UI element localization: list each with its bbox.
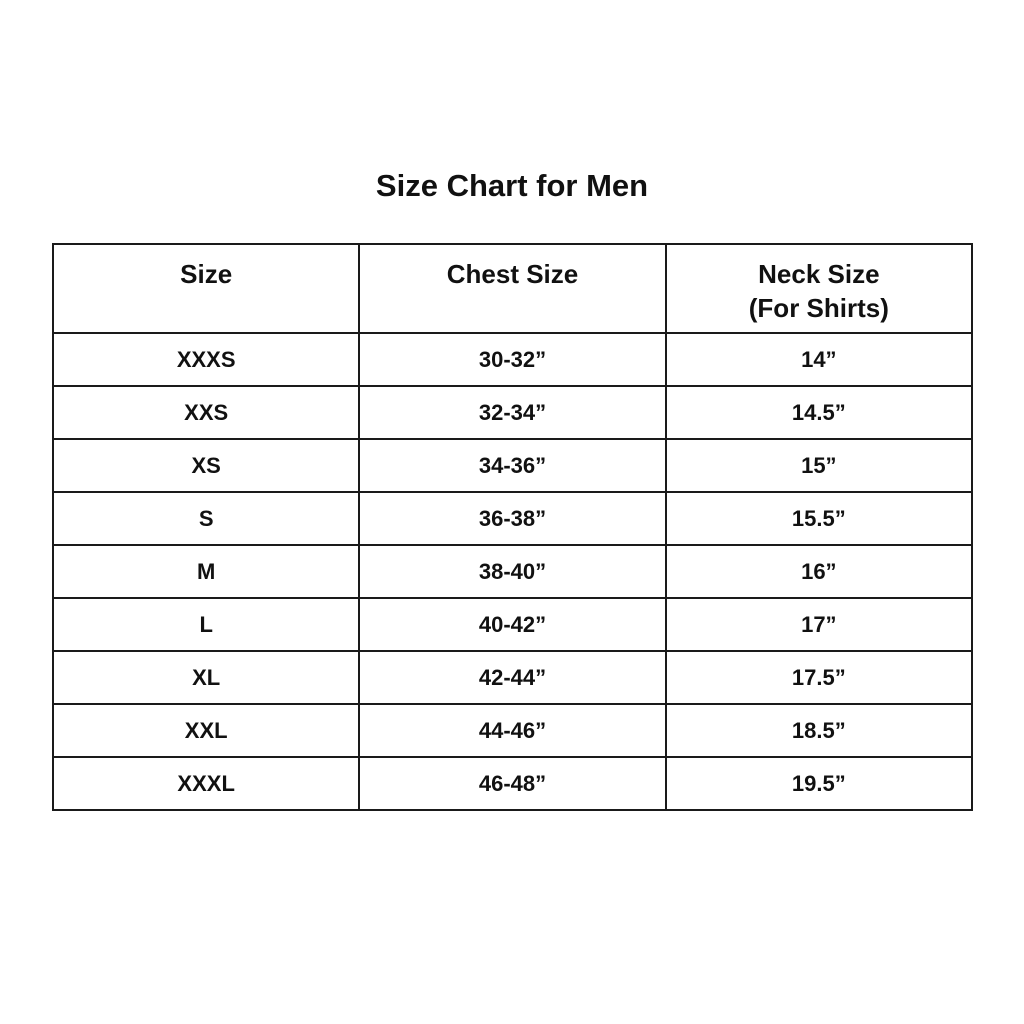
- size-cell: XS: [51, 438, 361, 493]
- header-label: Neck Size: [758, 259, 880, 289]
- header-neck-size: Neck Size (For Shirts): [664, 243, 974, 334]
- neck-size-cell: 17.5”: [664, 650, 974, 705]
- neck-size-cell: 19.5”: [664, 756, 974, 811]
- table-row: XXXS 30-32” 14”: [51, 332, 974, 387]
- header-label: Chest Size: [446, 259, 579, 289]
- neck-size-cell: 14”: [664, 332, 974, 387]
- header-chest-size: Chest Size: [358, 243, 667, 334]
- neck-size-cell: 14.5”: [664, 385, 974, 440]
- page-title: Size Chart for Men: [375, 168, 649, 203]
- neck-size-cell: 18.5”: [664, 703, 974, 758]
- chest-size-cell: 38-40”: [358, 544, 667, 599]
- chest-size-cell: 40-42”: [358, 597, 667, 652]
- chest-size-cell: 46-48”: [358, 756, 667, 811]
- chest-size-cell: 36-38”: [358, 491, 667, 546]
- header-label: Size: [180, 259, 233, 289]
- size-cell: XXXL: [51, 756, 361, 811]
- header-row: Size Chest Size Neck Size (For Shirts): [51, 243, 974, 334]
- chest-size-cell: 42-44”: [358, 650, 667, 705]
- table-row: XS 34-36” 15”: [51, 438, 974, 493]
- chest-size-cell: 44-46”: [358, 703, 667, 758]
- size-cell: S: [51, 491, 361, 546]
- table-row: M 38-40” 16”: [51, 544, 974, 599]
- chest-size-cell: 30-32”: [358, 332, 667, 387]
- header-size: Size: [51, 243, 361, 334]
- table-row: XXXL 46-48” 19.5”: [51, 756, 974, 811]
- table-row: L 40-42” 17”: [51, 597, 974, 652]
- size-cell: M: [51, 544, 361, 599]
- neck-size-cell: 15.5”: [664, 491, 974, 546]
- chest-size-cell: 34-36”: [358, 438, 667, 493]
- chest-size-cell: 32-34”: [358, 385, 667, 440]
- table-row: XL 42-44” 17.5”: [51, 650, 974, 705]
- size-cell: XXL: [51, 703, 361, 758]
- size-cell: XL: [51, 650, 361, 705]
- neck-size-cell: 17”: [664, 597, 974, 652]
- header-sublabel: (For Shirts): [748, 293, 889, 323]
- table-row: S 36-38” 15.5”: [51, 491, 974, 546]
- size-cell: L: [51, 597, 361, 652]
- table-row: XXS 32-34” 14.5”: [51, 385, 974, 440]
- neck-size-cell: 15”: [664, 438, 974, 493]
- neck-size-cell: 16”: [664, 544, 974, 599]
- size-cell: XXXS: [51, 332, 361, 387]
- table-row: XXL 44-46” 18.5”: [51, 703, 974, 758]
- size-cell: XXS: [51, 385, 361, 440]
- size-chart-table: Size Chest Size Neck Size (For Shirts) XX…: [51, 243, 974, 811]
